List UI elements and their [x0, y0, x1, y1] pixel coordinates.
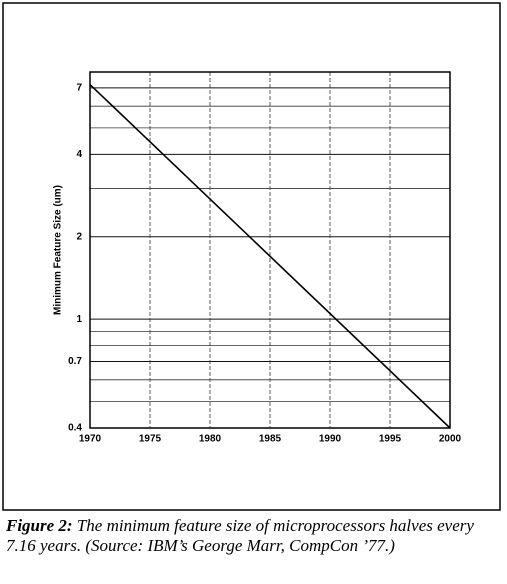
y-tick-label: 1 [76, 314, 82, 325]
y-tick-label: 7 [76, 83, 82, 94]
x-tick-label: 1970 [79, 434, 102, 445]
x-tick-label: 1990 [319, 434, 342, 445]
y-tick-label: 2 [76, 231, 82, 242]
x-tick-label: 1975 [139, 434, 162, 445]
y-tick-label: 4 [76, 149, 82, 160]
y-tick-label: 0.4 [68, 423, 82, 434]
y-axis-label: Minimum Feature Size (um) [53, 185, 64, 315]
x-tick-label: 1985 [259, 434, 282, 445]
x-tick-label: 2000 [439, 434, 462, 445]
trend-line [89, 83, 451, 429]
chart: Minimum Feature Size (um) 0.4 0.7 1 2 4 7 1970… [2, 2, 501, 511]
y-tick-label: 0.7 [68, 356, 82, 367]
caption-label: Figure 2: [6, 516, 73, 535]
caption: Figure 2: The minimum feature size of mi… [6, 516, 496, 556]
x-tick-label: 1995 [379, 434, 402, 445]
x-tick-label: 1980 [199, 434, 222, 445]
plot-area [89, 71, 451, 429]
frame [2, 2, 501, 511]
caption-text: The minimum feature size of microprocess… [6, 516, 474, 555]
